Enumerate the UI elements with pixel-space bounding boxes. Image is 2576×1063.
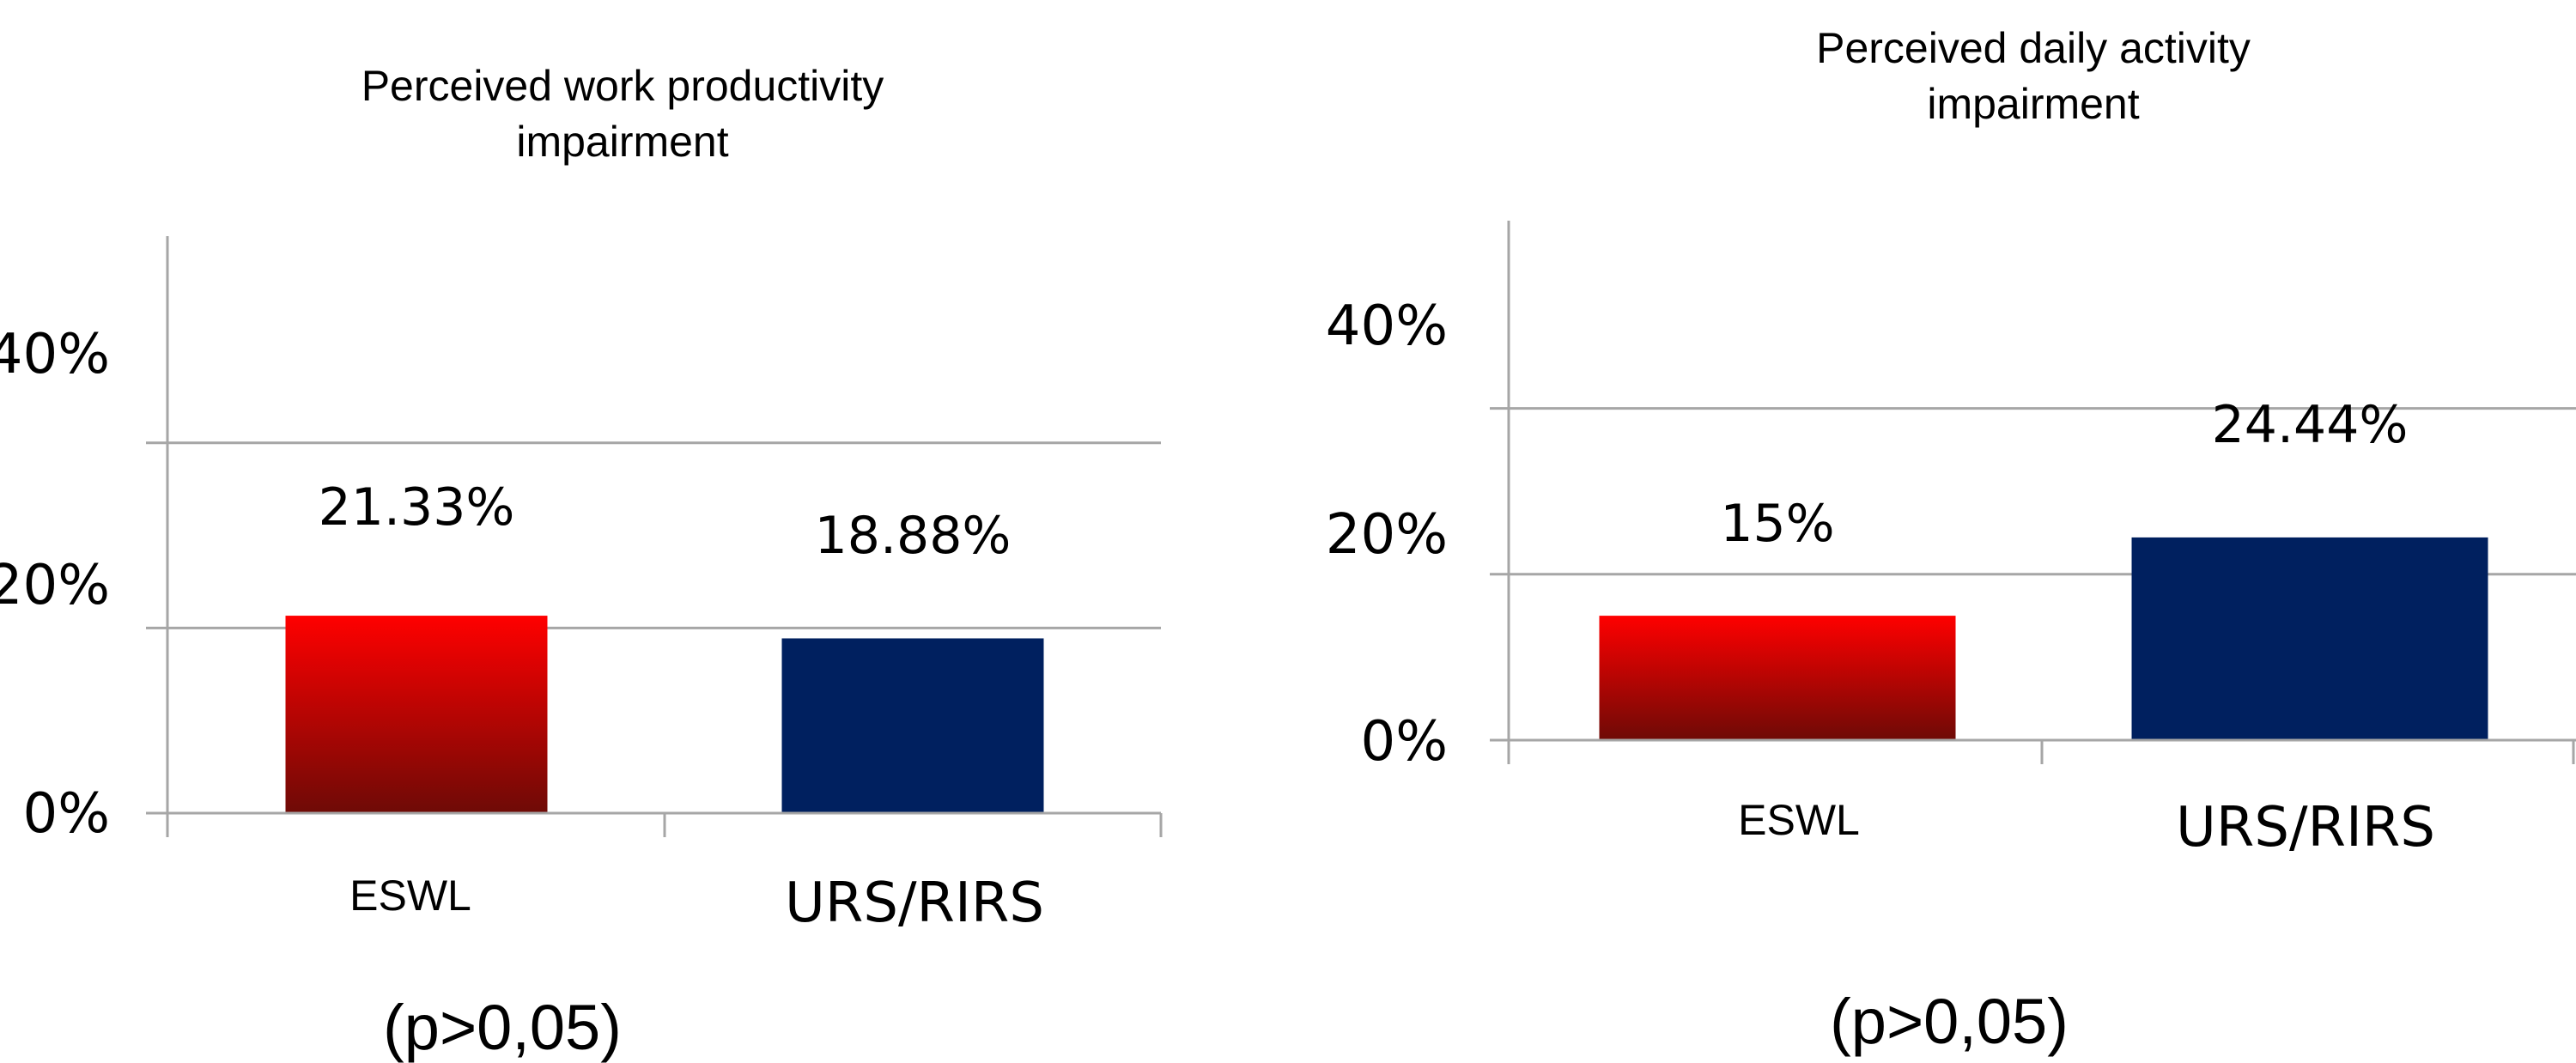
data-label-eswl: 21.33% <box>319 477 515 538</box>
category-label-urs-rirs: URS/RIRS <box>2176 796 2435 860</box>
chart-title-line-2: impairment <box>516 118 728 166</box>
p-value-note: (p>0,05) <box>1830 986 2069 1057</box>
category-label-eswl: ESWL <box>349 872 471 920</box>
y-tick-label-0: 0% <box>1360 710 1448 774</box>
y-tick-label-40: 40% <box>0 323 110 386</box>
bar-urs-rirs <box>781 638 1044 813</box>
chart-daily-activity: Perceived daily activity impairment 40% … <box>1326 24 2576 1057</box>
plot-area <box>1490 221 2576 764</box>
chart-work-productivity: Perceived work productivity impairment 4… <box>0 62 1163 1063</box>
y-tick-label-20: 20% <box>0 554 110 617</box>
p-value-note: (p>0,05) <box>383 992 622 1063</box>
chart-title-line-1: Perceived daily activity <box>1816 24 2251 72</box>
y-tick-label-40: 40% <box>1326 295 1448 358</box>
plot-area <box>146 236 1163 837</box>
data-label-eswl: 15% <box>1720 494 1834 554</box>
y-tick-label-0: 0% <box>22 782 110 846</box>
chart-title-line-2: impairment <box>1927 80 2139 128</box>
bar-urs-rirs <box>2131 537 2488 740</box>
bar-eswl <box>285 616 548 813</box>
bar-eswl <box>1599 616 1956 740</box>
chart-title-line-1: Perceived work productivity <box>361 62 884 110</box>
y-tick-label-20: 20% <box>1326 503 1448 567</box>
category-label-urs-rirs: URS/RIRS <box>785 872 1044 935</box>
category-label-eswl: ESWL <box>1738 796 1860 844</box>
data-label-urs-rirs: 18.88% <box>815 506 1012 566</box>
data-label-urs-rirs: 24.44% <box>2212 395 2409 455</box>
